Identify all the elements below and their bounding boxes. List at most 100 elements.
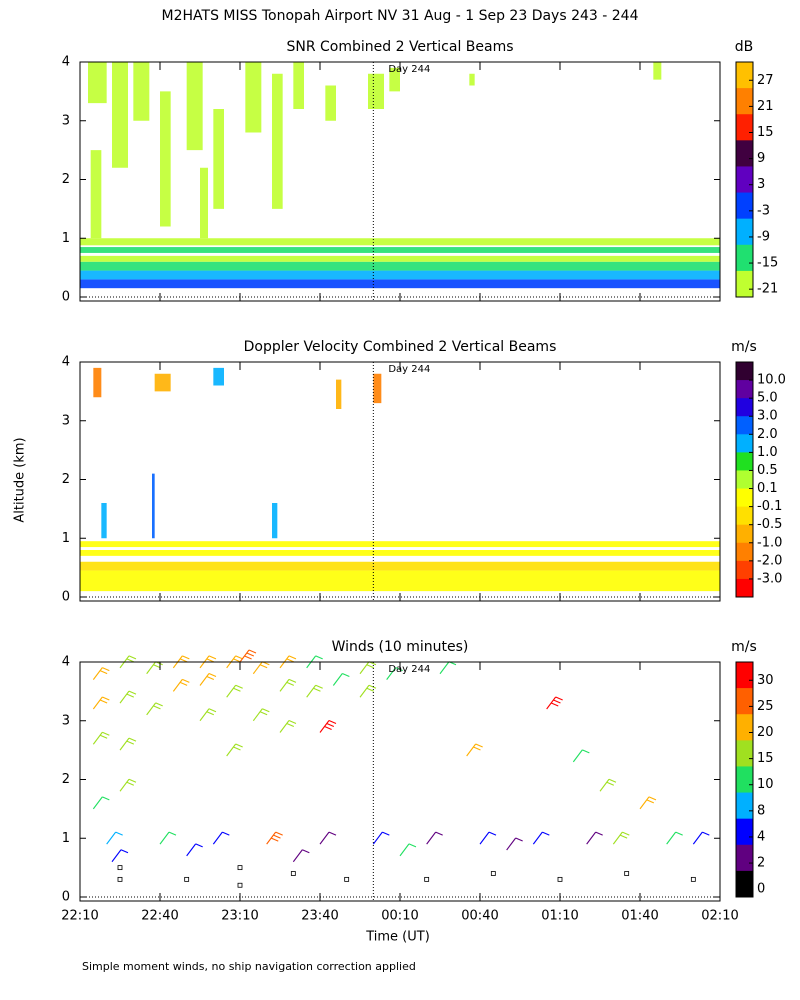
x-tick-label: 01:40 [621,909,658,924]
colorbar-label: -1.0 [757,535,782,550]
echo-cell [245,62,262,133]
y-axis-label: Altitude (km) [13,437,28,522]
colorbar-swatch [736,578,753,598]
y-tick-label: 0 [62,590,70,605]
colorbar-label: -0.5 [757,517,782,532]
x-tick-label: 23:40 [301,909,338,924]
y-tick-label: 1 [62,831,70,846]
colorbar-label: 3.0 [757,409,778,424]
calm-marker [117,865,123,871]
colorbar-swatch [736,524,753,544]
y-tick-label: 4 [62,55,70,70]
colorbar-label: 27 [757,73,774,88]
colorbar-frame [735,61,754,298]
colorbar-label: -3 [757,203,770,218]
colorbar-swatch [736,434,753,453]
panel-title: SNR Combined 2 Vertical Beams [286,39,513,55]
y-tick-label: 2 [62,172,70,187]
echo-cell [112,62,128,168]
echo-cell [80,261,720,271]
echo-cell [272,503,278,539]
colorbar-swatch [736,62,753,89]
wind-barb [306,684,323,698]
echo-cell [80,561,720,571]
wind-barb [572,749,590,763]
colorbar-swatch [736,818,753,846]
wind-barb [666,831,683,845]
colorbar-swatch [736,380,753,399]
echo-cell [80,550,720,556]
wind-barb [506,837,523,851]
echo-cell [200,167,208,239]
colorbar-frame [735,361,754,598]
colorbar-swatch [736,488,753,508]
colorbar-label: 21 [757,99,774,114]
calm-marker [624,871,630,876]
echo-cell [272,73,283,209]
calm-marker [424,876,430,882]
day-marker-label: Day 244 [388,664,430,675]
colorbar-label: 8 [757,803,765,818]
y-tick-label: 4 [62,355,70,370]
wind-barb [279,678,297,692]
colorbar-label: -9 [757,229,770,244]
colorbar-swatch [736,270,753,298]
calm-marker [290,871,296,876]
colorbar-swatch [736,218,753,246]
colorbar-swatch [736,844,753,872]
colorbar-swatch [736,416,753,435]
wind-barb [92,731,110,745]
colorbar-swatch [736,192,753,220]
colorbar-swatch [736,398,753,417]
echo-cell [368,73,384,109]
wind-barb [319,831,337,845]
y-tick-label: 3 [62,413,70,428]
x-tick-label: 22:40 [141,909,178,924]
wind-barb [212,831,230,845]
colorbar-label: 10.0 [757,373,786,388]
calm-marker [117,876,123,882]
echo-cell [80,541,720,548]
x-tick-label: 00:10 [381,909,418,924]
colorbar-unit: m/s [731,639,757,655]
wind-barb [612,831,630,845]
colorbar-label: 15 [757,125,774,140]
wind-barb [466,743,483,757]
wind-barb [239,649,257,663]
colorbar-swatch [736,870,753,898]
calm-marker [557,876,563,882]
y-tick-label: 1 [62,231,70,246]
wind-barb [172,678,190,692]
wind-barb [159,831,177,845]
colorbar-swatch [736,688,753,715]
colorbar-swatch [736,88,753,115]
wind-barb [319,719,337,733]
echo-cell [80,247,720,253]
echo-cell [88,62,107,104]
echo-cell [389,67,400,92]
wind-barb [372,831,390,845]
colorbar-swatch [736,560,753,580]
echo-cell [90,150,102,239]
colorbar-swatch [736,114,753,141]
colorbar-label: 2 [757,856,765,871]
colorbar-label: -3.0 [757,571,782,586]
x-tick-label: 22:10 [61,909,98,924]
day-marker-label: Day 244 [388,364,430,375]
colorbar-swatch [736,792,753,820]
echo-cell [336,379,342,409]
x-tick-label: 00:40 [461,909,498,924]
colorbar-swatch [736,362,753,381]
calm-marker [237,865,243,871]
calm-marker [237,882,243,888]
colorbar-swatch [736,766,753,794]
wind-barb [359,684,377,698]
echo-cell [152,473,155,539]
chart-title: M2HATS MISS Tonopah Airport NV 31 Aug - … [162,8,639,24]
wind-barb [226,684,243,698]
colorbar-swatch [736,470,753,490]
wind-barb [106,831,123,845]
echo-cell [80,270,720,280]
echo-cell [80,570,720,592]
